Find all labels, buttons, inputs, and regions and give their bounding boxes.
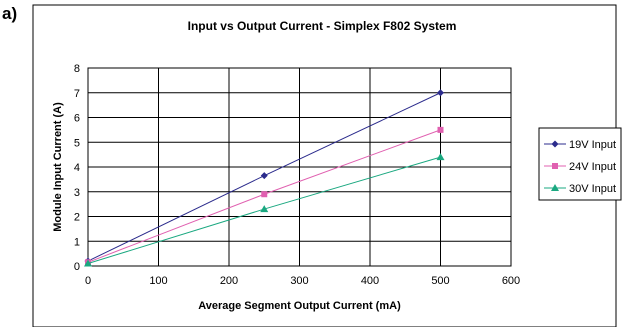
x-tick-label: 500 (431, 275, 449, 287)
y-tick-label: 1 (74, 236, 80, 248)
data-point (551, 184, 559, 191)
chart-area-border (32, 4, 617, 327)
x-tick-label: 400 (361, 275, 379, 287)
data-point (261, 191, 268, 198)
series-layer (84, 89, 445, 267)
x-tick-label: 600 (502, 275, 520, 287)
y-tick-label: 7 (74, 88, 80, 100)
x-tick-label: 100 (149, 275, 167, 287)
y-tick-label: 8 (74, 63, 80, 75)
y-tick-label: 4 (74, 162, 80, 174)
y-tick-label: 6 (74, 113, 80, 125)
x-tick-label: 300 (290, 275, 308, 287)
x-axis-label: Average Segment Output Current (mA) (198, 300, 401, 312)
data-point (436, 153, 445, 161)
panel-label: a) (2, 4, 18, 23)
data-point (260, 205, 269, 213)
legend-label: 24V Input (569, 161, 616, 173)
y-axis-label: Module Input Current (A) (52, 102, 64, 232)
y-tick-label: 0 (74, 261, 80, 273)
legend: 19V Input 24V Input 30V Input (538, 127, 622, 201)
data-point (84, 259, 92, 267)
legend-label: 30V Input (569, 183, 616, 195)
data-point (260, 172, 268, 180)
data-point (551, 140, 559, 148)
data-point (437, 89, 444, 97)
y-tick-label: 3 (74, 187, 80, 199)
plot-area-frame (87, 67, 512, 267)
data-point (552, 163, 558, 169)
legend-label: 19V Input (569, 139, 616, 151)
chart-title: Input vs Output Current - Simplex F802 S… (188, 19, 457, 33)
y-tick-label: 5 (74, 137, 80, 149)
y-tick-label: 2 (74, 212, 80, 224)
data-point (437, 126, 444, 133)
x-tick-label: 200 (220, 275, 238, 287)
axis-ticks: 0 100 200 300 400 500 600 0 1 2 3 4 5 6 7 8 (74, 63, 520, 287)
x-tick-label: 0 (85, 275, 91, 287)
